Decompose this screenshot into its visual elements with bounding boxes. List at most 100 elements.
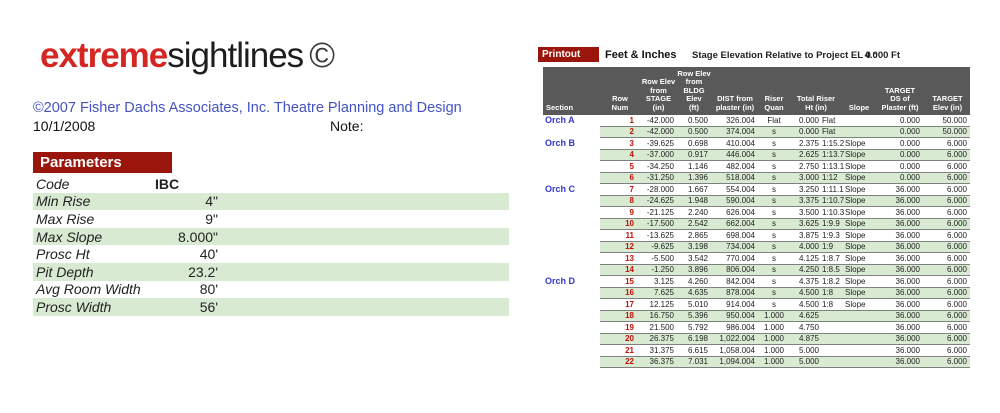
cell-row-num[interactable]: 2 [629, 127, 634, 137]
cell-row-num[interactable]: 19 [625, 322, 634, 332]
cell-riser-quan[interactable]: s [772, 276, 776, 286]
cell-slope-word[interactable]: Slope [845, 161, 866, 171]
cell-total-riser[interactable]: 4.875 [798, 334, 819, 344]
cell-section[interactable] [543, 230, 600, 242]
parameter-value[interactable]: 23.2' [188, 263, 218, 280]
cell-total-riser[interactable]: 4.750 [798, 322, 819, 332]
parameter-value[interactable]: IBC [155, 175, 180, 192]
cell-target-elev[interactable]: 6.000 [946, 322, 967, 332]
cell-slope-word[interactable]: Slope [845, 219, 866, 229]
cell-row-elev-stage[interactable]: -42.000 [646, 115, 674, 125]
cell-riser-quan[interactable]: s [772, 207, 776, 217]
cell-row-elev-stage[interactable]: -21.125 [646, 207, 674, 217]
cell-section[interactable] [543, 149, 600, 161]
cell-row-elev-bldg[interactable]: 1.146 [687, 161, 708, 171]
cell-row-elev-bldg[interactable]: 5.396 [687, 311, 708, 321]
cell-row-elev-stage[interactable]: 12.125 [649, 299, 674, 309]
cell-target-ds[interactable]: 36.000 [895, 230, 920, 240]
cell-section[interactable] [543, 299, 600, 311]
cell-row-elev-bldg[interactable]: 2.240 [687, 207, 708, 217]
cell-section[interactable] [543, 161, 600, 173]
cell-slope-ratio[interactable]: 1:11.1 [822, 184, 844, 194]
cell-row-elev-bldg[interactable]: 6.198 [687, 334, 708, 344]
cell-section[interactable] [543, 287, 600, 299]
cell-slope-ratio[interactable]: Flat [822, 127, 836, 137]
cell-slope-ratio[interactable]: 1:10.3 [822, 207, 845, 217]
cell-target-elev[interactable]: 6.000 [946, 311, 967, 321]
cell-row-elev-bldg[interactable]: 3.896 [687, 265, 708, 275]
cell-total-riser[interactable]: 4.625 [798, 311, 819, 321]
cell-row-num[interactable]: 17 [625, 299, 634, 309]
parameter-value[interactable]: 56' [199, 298, 218, 315]
cell-section[interactable] [543, 264, 600, 276]
cell-slope-word[interactable]: Slope [845, 184, 866, 194]
cell-target-elev[interactable]: 6.000 [946, 196, 967, 206]
cell-riser-quan[interactable]: s [772, 173, 776, 183]
parameter-value[interactable]: 8.000" [177, 228, 218, 245]
cell-target-elev[interactable]: 6.000 [946, 357, 967, 367]
cell-target-ds[interactable]: 36.000 [895, 276, 920, 286]
cell-target-elev[interactable]: 6.000 [946, 138, 967, 148]
cell-riser-quan[interactable]: 1.000 [763, 357, 785, 367]
cell-row-num[interactable]: 16 [625, 288, 634, 298]
cell-target-ds[interactable]: 36.000 [895, 219, 920, 229]
cell-total-riser[interactable]: 0.000 [798, 127, 819, 137]
cell-target-ds[interactable]: 0.000 [899, 127, 920, 137]
cell-target-elev[interactable]: 6.000 [946, 161, 967, 171]
cell-riser-quan[interactable]: s [772, 219, 776, 229]
cell-total-riser[interactable]: 3.625 [798, 219, 819, 229]
cell-riser-quan[interactable]: s [772, 230, 776, 240]
cell-total-riser[interactable]: 5.000 [798, 345, 819, 355]
cell-dist-plaster[interactable]: 446.004 [726, 150, 755, 160]
cell-target-elev[interactable]: 6.000 [946, 184, 967, 194]
cell-target-elev[interactable]: 6.000 [946, 150, 967, 160]
cell-total-riser[interactable]: 4.375 [798, 276, 819, 286]
cell-row-num[interactable]: 10 [625, 219, 634, 229]
cell-slope-ratio[interactable]: 1:8.2 [822, 276, 840, 286]
cell-slope-ratio[interactable]: Flat [822, 115, 836, 125]
cell-target-ds[interactable]: 36.000 [895, 334, 920, 344]
cell-target-ds[interactable]: 0.000 [899, 138, 920, 148]
cell-row-num[interactable]: 14 [625, 265, 634, 275]
cell-row-elev-bldg[interactable]: 1.667 [687, 184, 708, 194]
cell-slope-ratio[interactable]: 1:10.7 [822, 196, 845, 206]
cell-target-elev[interactable]: 6.000 [946, 288, 967, 298]
cell-riser-quan[interactable]: s [772, 150, 776, 160]
cell-row-elev-stage[interactable]: -24.625 [646, 196, 674, 206]
cell-section[interactable] [543, 172, 600, 184]
cell-section[interactable] [543, 126, 600, 138]
cell-row-elev-stage[interactable]: 21.500 [649, 322, 674, 332]
cell-riser-quan[interactable]: s [772, 288, 776, 298]
cell-row-elev-stage[interactable]: -9.625 [651, 242, 674, 252]
cell-section[interactable]: Orch A [543, 115, 600, 127]
cell-row-elev-bldg[interactable]: 4.635 [687, 288, 708, 298]
cell-row-num[interactable]: 12 [625, 242, 634, 252]
cell-section[interactable] [543, 207, 600, 219]
cell-target-elev[interactable]: 6.000 [946, 276, 967, 286]
cell-total-riser[interactable]: 2.625 [798, 150, 819, 160]
cell-target-elev[interactable]: 6.000 [946, 219, 967, 229]
cell-row-elev-stage[interactable]: 16.750 [649, 311, 674, 321]
cell-section[interactable]: Orch C [543, 184, 600, 196]
cell-row-elev-bldg[interactable]: 6.615 [687, 345, 708, 355]
cell-dist-plaster[interactable]: 590.004 [726, 196, 755, 206]
cell-dist-plaster[interactable]: 842.004 [726, 276, 755, 286]
cell-target-elev[interactable]: 6.000 [946, 265, 967, 275]
cell-row-num[interactable]: 6 [629, 173, 634, 183]
cell-target-ds[interactable]: 36.000 [895, 345, 920, 355]
cell-row-num[interactable]: 3 [629, 138, 634, 148]
cell-total-riser[interactable]: 5.000 [798, 357, 819, 367]
cell-total-riser[interactable]: 2.750 [798, 161, 819, 171]
cell-riser-quan[interactable]: Flat [767, 115, 781, 125]
cell-target-ds[interactable]: 0.000 [899, 173, 920, 183]
cell-target-ds[interactable]: 36.000 [895, 265, 920, 275]
cell-total-riser[interactable]: 2.375 [798, 138, 819, 148]
cell-slope-word[interactable]: Slope [845, 288, 866, 298]
cell-target-elev[interactable]: 50.000 [942, 115, 967, 125]
cell-row-elev-bldg[interactable]: 0.500 [687, 127, 708, 137]
cell-riser-quan[interactable]: s [772, 127, 776, 137]
cell-dist-plaster[interactable]: 662.004 [726, 219, 755, 229]
cell-total-riser[interactable]: 4.500 [798, 299, 819, 309]
cell-slope-word[interactable]: Slope [845, 276, 866, 286]
cell-section[interactable] [543, 356, 600, 368]
